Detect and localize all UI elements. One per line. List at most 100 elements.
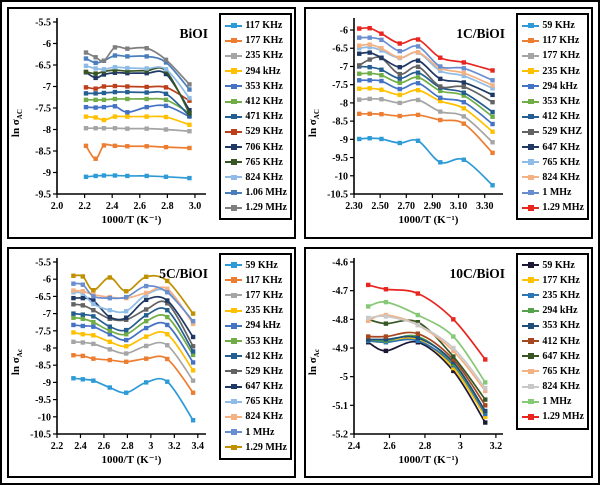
data-point-marker bbox=[357, 136, 362, 142]
legend-item-label: 235 KHz bbox=[542, 65, 580, 77]
data-point-marker bbox=[415, 75, 421, 80]
legend-item-label: 1 MHz bbox=[542, 396, 572, 408]
y-tick-label: -7 bbox=[340, 62, 348, 73]
legend-marker-icon bbox=[522, 22, 540, 30]
data-point-marker bbox=[187, 110, 192, 116]
y-tick-label: -4.6 bbox=[332, 257, 348, 268]
data-point-marker bbox=[357, 26, 362, 31]
data-point-marker bbox=[490, 78, 495, 83]
y-axis-label: ln σAC bbox=[10, 11, 24, 235]
legend-marker-icon bbox=[225, 128, 243, 136]
legend-marker-icon bbox=[522, 52, 540, 60]
legend-item-label: 765 KHz bbox=[542, 156, 580, 168]
data-point-marker bbox=[379, 136, 384, 142]
legend-marker-icon bbox=[225, 322, 243, 330]
data-point-marker bbox=[80, 302, 86, 308]
x-tick-label: 2.8 bbox=[161, 201, 174, 212]
data-point-marker bbox=[91, 355, 96, 361]
data-point-marker bbox=[415, 138, 421, 143]
legend-item-label: 235 KHz bbox=[542, 289, 580, 301]
data-point-marker bbox=[461, 114, 466, 119]
data-point-marker bbox=[112, 126, 118, 131]
data-point-marker bbox=[483, 396, 488, 402]
legend-item-label: 1.29 MHz bbox=[245, 441, 287, 453]
legend-item-label: 412 KHz bbox=[245, 350, 283, 362]
data-point-marker bbox=[91, 293, 96, 299]
series-line bbox=[359, 97, 494, 143]
data-point-marker bbox=[438, 88, 443, 94]
data-point-marker bbox=[80, 323, 86, 328]
data-point-marker bbox=[190, 367, 196, 373]
data-point-marker bbox=[415, 290, 421, 296]
legend-marker-icon bbox=[522, 383, 540, 391]
data-point-marker bbox=[461, 93, 466, 98]
data-point-marker bbox=[357, 46, 362, 51]
data-point-marker bbox=[397, 100, 402, 106]
data-point-marker bbox=[125, 65, 130, 71]
data-point-marker bbox=[83, 97, 89, 103]
chart-panel-5c-bioi: ln σAc 1000/T (K⁻¹) 2.2 2.4 2.6 2.8 3 3.2 3.4 -… bbox=[7, 246, 296, 478]
data-point-marker bbox=[490, 83, 495, 88]
data-point-marker bbox=[187, 82, 192, 87]
legend-item-label: 647 KHz bbox=[542, 350, 580, 362]
legend-item-label: 529 KHz bbox=[245, 126, 283, 138]
data-point-marker bbox=[112, 70, 118, 75]
data-point-marker bbox=[125, 54, 130, 59]
data-point-marker bbox=[101, 126, 107, 131]
data-point-marker bbox=[71, 301, 76, 307]
legend-item-label: 177 KHz bbox=[542, 274, 580, 286]
y-tick-label: -7.5 bbox=[332, 80, 348, 91]
data-point-marker bbox=[71, 310, 76, 316]
legend-item: 471 KHz bbox=[225, 109, 287, 124]
legend-item-label: 647 KHz bbox=[245, 381, 283, 393]
legend-item: 765 KHz bbox=[225, 155, 287, 170]
data-point-marker bbox=[397, 41, 402, 46]
legend-marker-icon bbox=[225, 22, 243, 30]
legend-marker-icon bbox=[225, 37, 243, 45]
data-point-marker bbox=[101, 67, 107, 72]
data-point-marker bbox=[163, 91, 169, 97]
y-tick-label: -5.5 bbox=[35, 18, 51, 29]
legend-item: 235 KHz bbox=[522, 64, 584, 79]
data-point-marker bbox=[83, 104, 89, 110]
legend-marker-icon bbox=[522, 173, 540, 181]
data-point-marker bbox=[357, 63, 362, 68]
data-point-marker bbox=[190, 334, 196, 339]
data-point-marker bbox=[490, 129, 495, 134]
legend-item: 412 KHz bbox=[225, 94, 287, 109]
data-point-marker bbox=[451, 333, 456, 339]
data-point-marker bbox=[190, 390, 196, 395]
data-point-marker bbox=[165, 379, 170, 384]
y-tick-label: -5 bbox=[340, 372, 348, 383]
y-tick-label: -5.5 bbox=[35, 257, 51, 268]
legend-marker-icon bbox=[225, 367, 243, 375]
data-point-marker bbox=[483, 385, 488, 390]
legend-item: 824 KHz bbox=[522, 170, 584, 185]
y-tick-label: -7 bbox=[43, 309, 51, 320]
data-point-marker bbox=[415, 319, 421, 324]
legend-marker-icon bbox=[225, 428, 243, 436]
data-point-marker bbox=[83, 91, 89, 96]
data-point-marker bbox=[101, 90, 107, 96]
y-axis-label: ln σAc bbox=[10, 251, 24, 475]
legend-item-label: 177 KHz bbox=[542, 50, 580, 62]
data-point-marker bbox=[124, 359, 129, 364]
legend-item: 1 MHz bbox=[522, 394, 584, 409]
data-point-marker bbox=[112, 89, 118, 95]
legend-marker-icon bbox=[225, 67, 243, 75]
legend-item: 647 KHz bbox=[522, 140, 584, 155]
y-tick-label: -6 bbox=[43, 39, 51, 50]
series-line bbox=[73, 376, 194, 421]
legend-item-label: 1.29 MHz bbox=[542, 411, 584, 423]
x-tick-label: 2.6 bbox=[98, 441, 111, 452]
legend-marker-icon bbox=[225, 82, 243, 90]
data-point-marker bbox=[80, 290, 86, 296]
data-point-marker bbox=[144, 54, 149, 59]
data-point-marker bbox=[71, 322, 76, 327]
legend-item: 1.29 MHz bbox=[225, 200, 287, 215]
data-point-marker bbox=[397, 71, 402, 77]
data-point-marker bbox=[461, 157, 466, 162]
data-point-marker bbox=[83, 69, 89, 75]
legend-item-label: 1 MHz bbox=[245, 426, 275, 438]
data-point-marker bbox=[415, 112, 421, 118]
